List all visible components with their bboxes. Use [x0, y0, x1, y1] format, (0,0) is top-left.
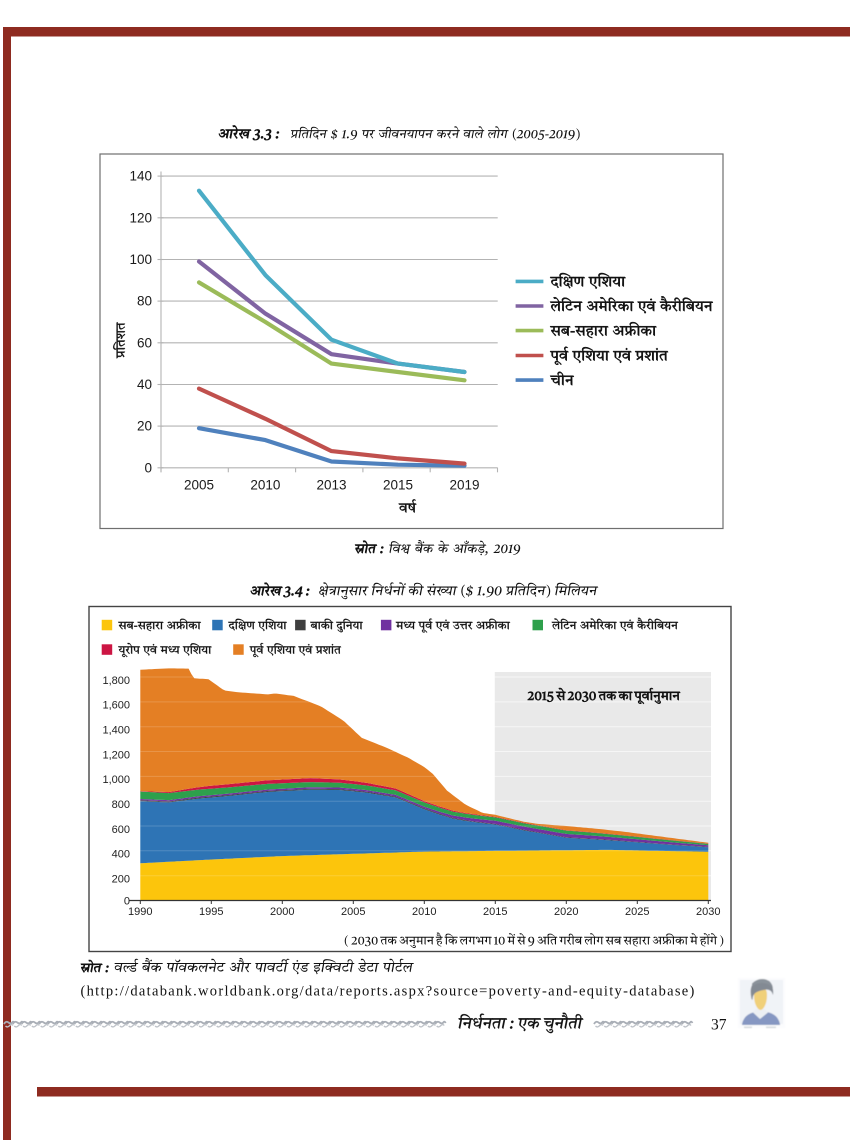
svg-text:60: 60: [137, 335, 152, 350]
svg-text:600: 600: [112, 824, 130, 836]
svg-text:2010: 2010: [250, 478, 280, 493]
svg-text:2030: 2030: [696, 906, 720, 918]
svg-text:0: 0: [144, 460, 152, 475]
svg-text:1,400: 1,400: [102, 725, 130, 737]
svg-text:1,200: 1,200: [102, 749, 130, 761]
svg-text:2020: 2020: [554, 906, 578, 918]
svg-text:2019: 2019: [449, 478, 479, 493]
svg-text:80: 80: [137, 294, 152, 309]
svg-text:400: 400: [112, 849, 130, 861]
svg-text:0: 0: [124, 895, 130, 907]
svg-text:37: 37: [711, 1017, 727, 1034]
svg-text:1995: 1995: [199, 906, 223, 918]
svg-text:140: 140: [129, 169, 152, 184]
svg-text:800: 800: [112, 799, 130, 811]
svg-text:2005: 2005: [184, 478, 214, 493]
svg-text:20: 20: [137, 419, 152, 434]
svg-text:2005: 2005: [341, 906, 365, 918]
svg-text:2025: 2025: [625, 906, 649, 918]
svg-text:1,000: 1,000: [102, 774, 130, 786]
svg-text:100: 100: [129, 252, 152, 267]
svg-text:40: 40: [137, 377, 152, 392]
svg-text:2015: 2015: [383, 478, 413, 493]
svg-text:2013: 2013: [316, 478, 346, 493]
svg-text:1,600: 1,600: [102, 700, 130, 712]
svg-text:2015: 2015: [483, 906, 507, 918]
svg-text:1,800: 1,800: [102, 675, 130, 687]
svg-text:2010: 2010: [412, 906, 436, 918]
svg-text:2000: 2000: [270, 906, 294, 918]
svg-text:200: 200: [112, 874, 130, 886]
svg-text:(http://databank.worldbank.org: (http://databank.worldbank.org/data/repo…: [81, 984, 696, 1000]
svg-text:1990: 1990: [128, 906, 152, 918]
svg-text:120: 120: [129, 210, 152, 225]
